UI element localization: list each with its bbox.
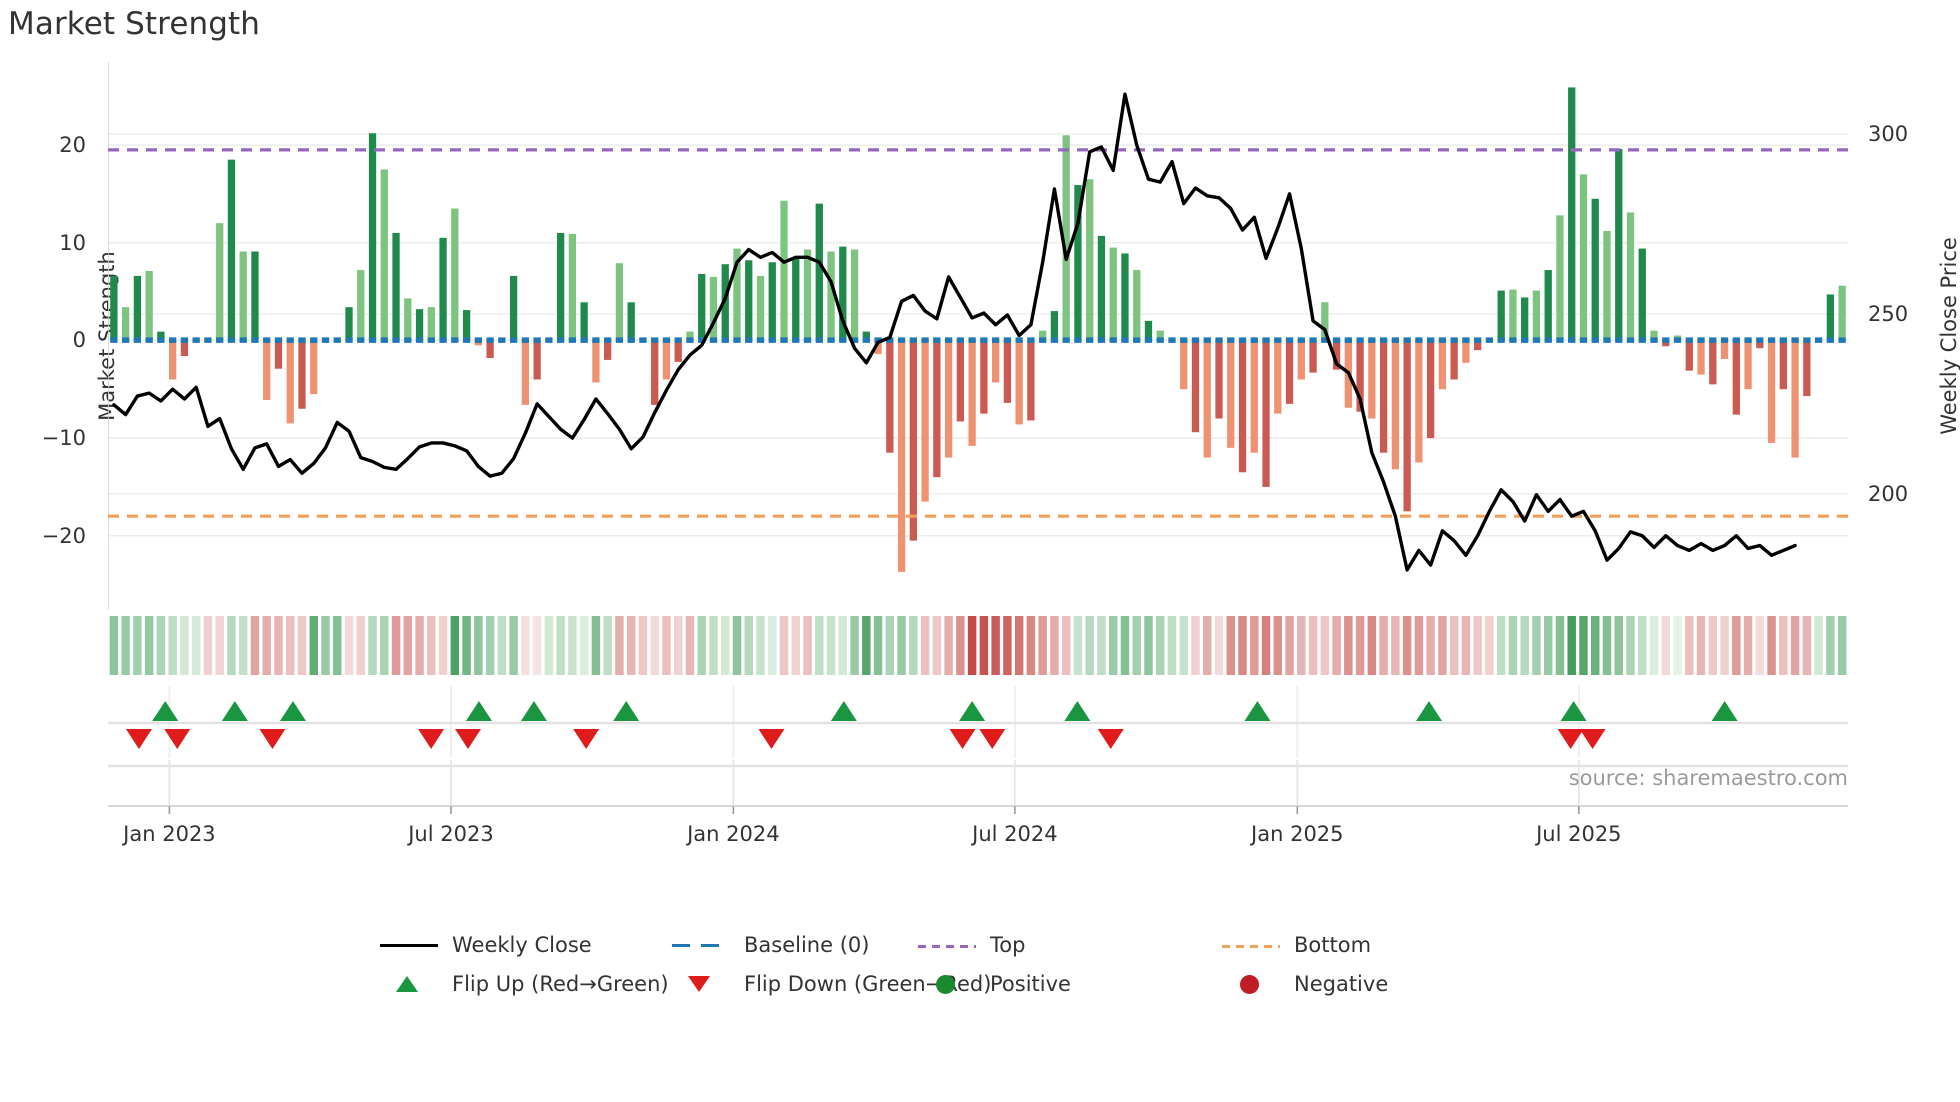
- y-axis-left-tick: −10: [41, 426, 86, 451]
- y-axis-right-tick: 200: [1868, 481, 1909, 506]
- x-axis-tick-label: Jul 2025: [1536, 822, 1622, 846]
- legend-label: Top: [990, 932, 1026, 957]
- legend-item-bottom[interactable]: Bottom: [1222, 925, 1371, 964]
- y-axis-left-tick: 10: [59, 230, 86, 255]
- circle-icon: [1222, 974, 1280, 994]
- flip-markers-svg: [108, 686, 1848, 758]
- dashed-line-icon: [672, 935, 730, 955]
- x-axis-tick-label: Jan 2024: [687, 822, 780, 846]
- y-axis-right-tick: 250: [1868, 301, 1909, 326]
- x-axis-svg: [108, 760, 1848, 814]
- x-axis-tick-label: Jan 2025: [1251, 822, 1344, 846]
- y-axis-left-tick: 20: [59, 133, 86, 158]
- market-strength-chart: [108, 62, 1848, 609]
- legend-label: Bottom: [1294, 932, 1372, 957]
- triangle-up-icon: [380, 974, 438, 994]
- legend-item-negative[interactable]: Negative: [1222, 964, 1388, 1003]
- legend-row-1: Weekly Close Baseline (0) Top Bottom: [380, 925, 1700, 964]
- legend-row-2: Flip Up (Red→Green) Flip Down (Green→Red…: [380, 964, 1700, 1003]
- y-axis-left-tick: −20: [41, 523, 86, 548]
- legend-label: Weekly Close: [452, 932, 592, 957]
- x-axis-tick-label: Jan 2023: [123, 822, 216, 846]
- legend-item-top[interactable]: Top: [918, 925, 1025, 964]
- legend-label: Baseline (0): [744, 932, 870, 957]
- circle-icon: [918, 974, 976, 994]
- legend-label: Flip Up (Red→Green): [452, 971, 669, 996]
- main-plot-area: Market Strength Weekly Close Price 20 10 0…: [42, 62, 1960, 609]
- page-title: Market Strength: [8, 6, 261, 42]
- line-icon: [380, 935, 438, 955]
- weekly-strength-heatstrip: [108, 613, 1848, 678]
- y-axis-left-tick: 0: [72, 328, 86, 353]
- y-axis-right-label: Weekly Close Price: [1937, 236, 1960, 435]
- triangle-down-icon: [672, 974, 730, 994]
- y-axis-right-tick: 300: [1868, 121, 1909, 146]
- legend-label: Negative: [1294, 971, 1389, 996]
- source-note: source: sharemaestro.com: [1568, 766, 1848, 790]
- legend-item-baseline[interactable]: Baseline (0): [672, 925, 869, 964]
- x-axis-tick-label: Jul 2024: [972, 822, 1058, 846]
- legend-item-flip-up[interactable]: Flip Up (Red→Green): [380, 964, 669, 1003]
- dotted-line-icon: [918, 935, 976, 955]
- legend-item-weekly-close[interactable]: Weekly Close: [380, 925, 592, 964]
- flip-markers-band: [108, 686, 1848, 758]
- heatstrip-svg: [109, 616, 1847, 675]
- legend-label: Positive: [990, 971, 1071, 996]
- x-axis-tick-label: Jul 2023: [408, 822, 494, 846]
- x-axis-band: [108, 760, 1848, 820]
- dotted-line-icon: [1222, 935, 1280, 955]
- chart-legend: Weekly Close Baseline (0) Top Bottom Fli…: [380, 925, 1700, 1003]
- legend-item-positive[interactable]: Positive: [918, 964, 1071, 1003]
